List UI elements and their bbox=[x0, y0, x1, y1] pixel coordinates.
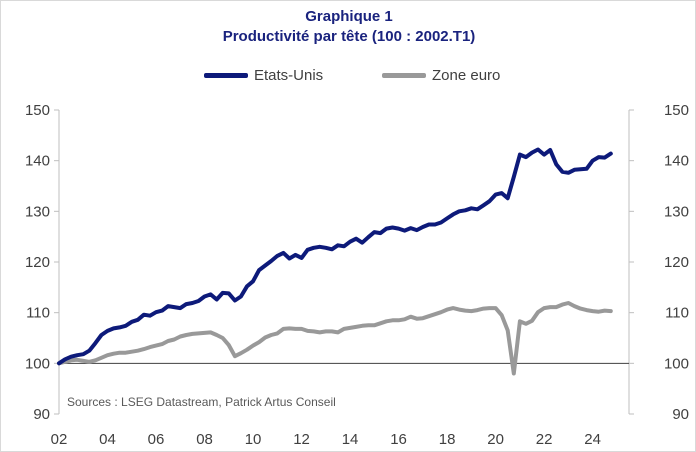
legend-swatch-etats-unis bbox=[204, 72, 248, 78]
legend-label-etats-unis: Etats-Unis bbox=[254, 66, 324, 84]
y-axis-right-ticks: 90 100 110 120 130 140 150 bbox=[629, 102, 689, 423]
y-tick-label-right: 120 bbox=[664, 254, 689, 271]
series-layer bbox=[57, 147, 613, 376]
y-tick-label-right: 110 bbox=[665, 305, 689, 322]
y-axis-left-ticks: 90 100 110 120 130 140 150 bbox=[25, 102, 59, 423]
y-tick-label-left: 150 bbox=[25, 102, 50, 119]
y-tick-label-left: 90 bbox=[33, 406, 50, 423]
y-tick-label-left: 130 bbox=[25, 203, 50, 220]
legend-item-etats-unis: Etats-Unis bbox=[204, 65, 323, 85]
y-tick-label-right: 150 bbox=[664, 102, 689, 119]
y-tick-label-right: 140 bbox=[664, 153, 689, 170]
x-tick-label: 12 bbox=[293, 431, 310, 448]
x-tick-label: 14 bbox=[342, 431, 359, 448]
y-tick-label-left: 110 bbox=[26, 305, 50, 322]
x-tick-label: 02 bbox=[51, 431, 68, 448]
x-tick-label: 10 bbox=[245, 431, 262, 448]
legend-swatch-zone-euro bbox=[382, 72, 426, 78]
x-tick-label: 24 bbox=[584, 431, 601, 448]
legend-label-zone-euro: Zone euro bbox=[432, 66, 501, 84]
series-line-zone-euro bbox=[57, 301, 613, 376]
x-tick-label: 18 bbox=[439, 431, 456, 448]
y-tick-label-left: 120 bbox=[25, 254, 50, 271]
chart-title: Graphique 1 bbox=[305, 8, 393, 25]
chart-subtitle: Productivité par tête (100 : 2002.T1) bbox=[222, 28, 476, 45]
x-tick-label: 06 bbox=[148, 431, 165, 448]
y-tick-label-left: 100 bbox=[25, 355, 50, 372]
x-tick-label: 04 bbox=[99, 431, 116, 448]
y-tick-label-right: 100 bbox=[664, 355, 689, 372]
source-note: Sources : LSEG Datastream, Patrick Artus… bbox=[67, 395, 336, 409]
x-tick-label: 16 bbox=[390, 431, 407, 448]
x-tick-label: 20 bbox=[487, 431, 504, 448]
series-line-etats-unis bbox=[57, 147, 613, 366]
x-axis-ticks: 02 04 06 08 10 12 14 16 18 20 22 24 bbox=[51, 431, 601, 448]
y-tick-label-left: 140 bbox=[25, 153, 50, 170]
y-tick-label-right: 130 bbox=[664, 203, 689, 220]
y-tick-label-right: 90 bbox=[672, 406, 689, 423]
x-tick-label: 08 bbox=[196, 431, 213, 448]
x-tick-label: 22 bbox=[536, 431, 553, 448]
legend-item-zone-euro: Zone euro bbox=[382, 65, 500, 85]
